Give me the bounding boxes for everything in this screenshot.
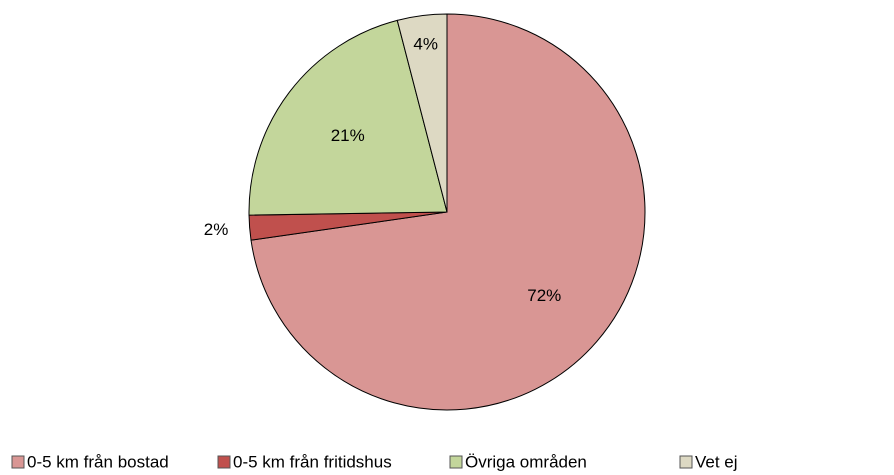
legend-swatch [217, 455, 231, 469]
legend-label: 0-5 km från bostad [27, 452, 169, 471]
pie-slice [250, 13, 646, 411]
data-label: 4% [413, 35, 438, 54]
pie-slice [396, 13, 448, 213]
legend-swatch [679, 455, 693, 469]
data-label: 21% [331, 126, 365, 145]
legend-swatch [11, 455, 25, 469]
legend-label: Vet ej [695, 452, 738, 471]
legend-swatch [449, 455, 463, 469]
legend-label: Övriga områden [465, 452, 587, 471]
data-label: 2% [204, 220, 229, 239]
data-label: 72% [527, 286, 561, 305]
legend-label: 0-5 km från fritidshus [233, 452, 392, 471]
pie-slice [248, 19, 448, 216]
